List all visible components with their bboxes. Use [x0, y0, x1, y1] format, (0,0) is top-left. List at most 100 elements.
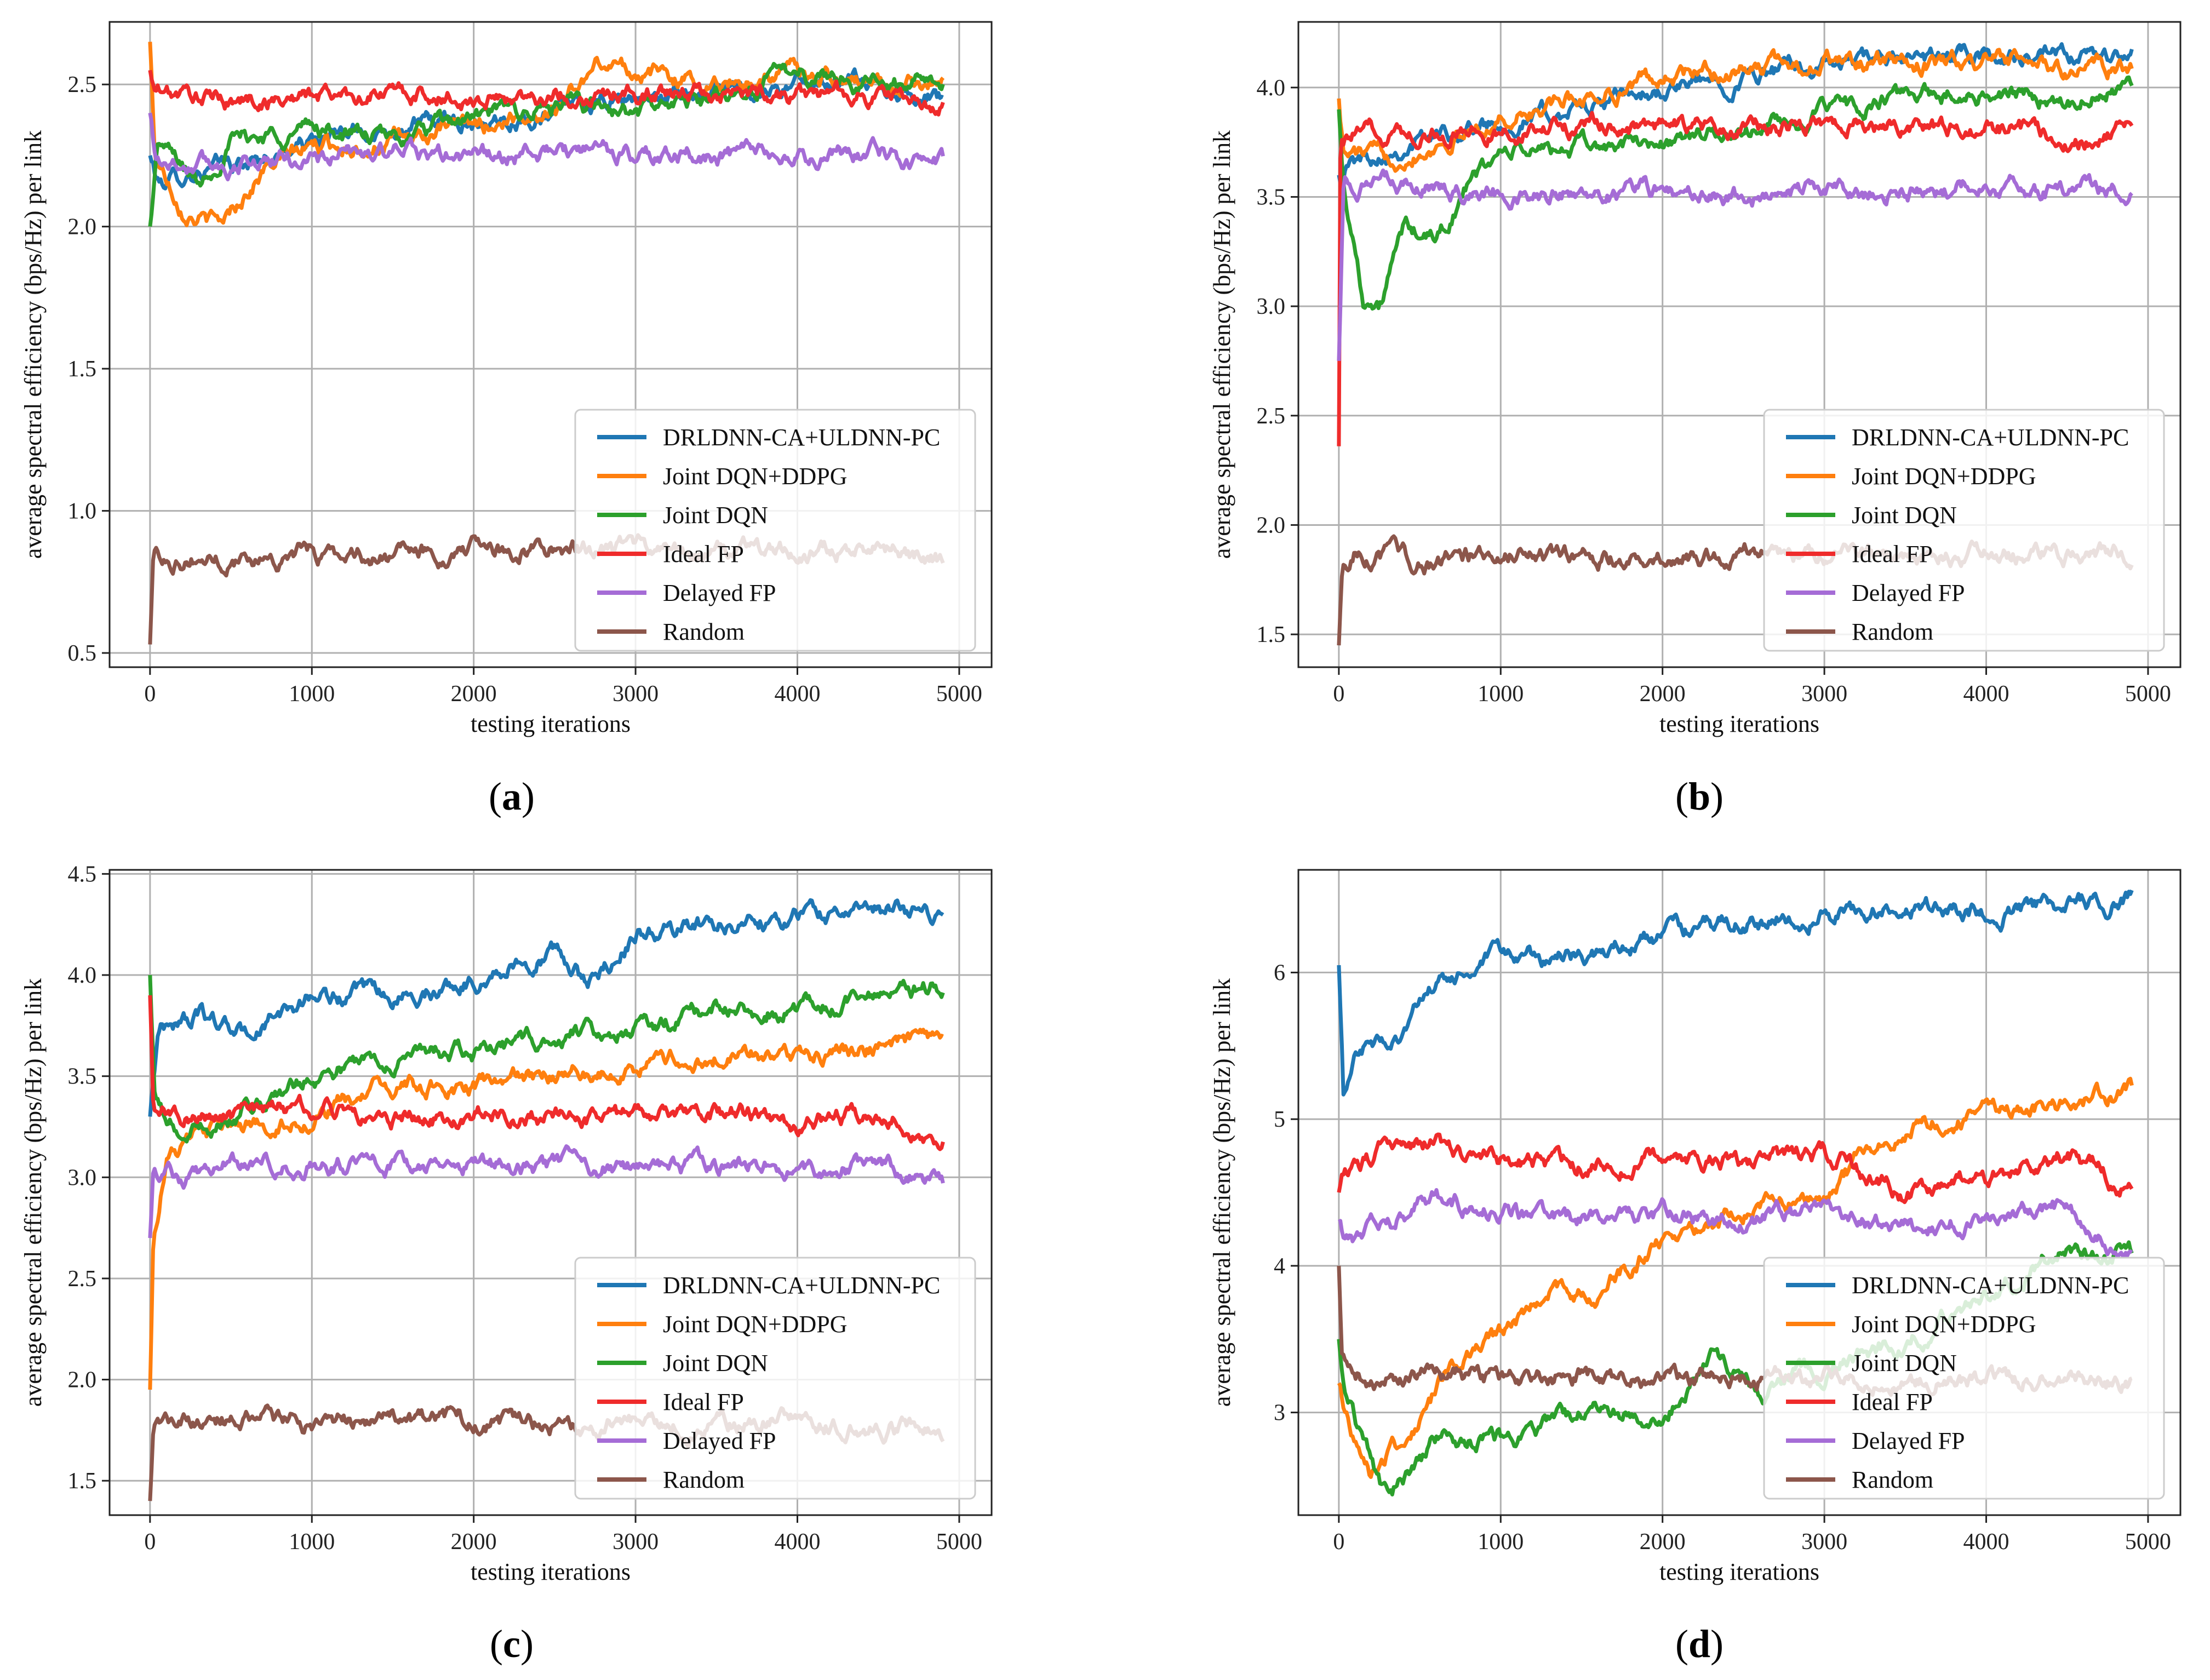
x-axis-title: testing iterations: [471, 710, 631, 737]
legend-label: Random: [663, 1466, 745, 1493]
chart-panel-b: 0 1000 2000 3000 4000 5000 1.5 2.0 2.5 3.0 3.5 4.0 t…: [1209, 21, 2182, 818]
y-tick-label: 1.5: [1257, 622, 1286, 647]
series-line-ideal-fp: [1337, 1132, 2134, 1205]
panel-label-part: (: [489, 775, 502, 818]
axes-frame: [108, 869, 993, 1516]
legend-label: Joint DQN+DDPG: [1852, 463, 2036, 490]
x-tick-label: 5000: [936, 1529, 982, 1555]
y-tick-label: 3.0: [1257, 294, 1286, 319]
x-tick-label: 0: [144, 681, 156, 707]
legend-label: DRLDNN-CA+ULDNN-PC: [663, 1272, 940, 1299]
y-tick-label: 1.5: [68, 1469, 97, 1494]
legend-label: Ideal FP: [1852, 541, 1933, 567]
legend-label: DRLDNN-CA+ULDNN-PC: [1852, 1272, 2129, 1299]
legend-label: Ideal FP: [663, 541, 744, 567]
legend: DRLDNN-CA+ULDNN-PC Joint DQN+DDPG Joint DQ…: [574, 409, 976, 652]
panel-label-part: b: [1688, 775, 1710, 818]
series-line-joint-dqn-ddpg: [148, 1028, 944, 1390]
series-line-joint-dqn: [148, 974, 945, 1144]
y-tick-label: 4.0: [68, 963, 97, 988]
y-tick-label: 2.0: [68, 215, 97, 240]
y-tick-label: 4.5: [68, 862, 97, 887]
legend-label: Joint DQN: [663, 502, 768, 529]
y-axis-title: average spectral efficiency (bps/Hz) per…: [20, 130, 47, 559]
x-tick-label: 2000: [1640, 681, 1686, 707]
x-axis-title: testing iterations: [1659, 1558, 1819, 1585]
series-line-delayed-fp: [1338, 1188, 2133, 1258]
legend-label: Delayed FP: [663, 580, 776, 606]
x-tick-label: 5000: [936, 681, 982, 707]
series-line-drldnn-ca-uldnn-pc: [148, 898, 944, 1117]
x-tick-label: 1000: [289, 1529, 335, 1555]
y-tick-label: 1.5: [68, 357, 97, 382]
x-tick-label: 4000: [1963, 1529, 2009, 1555]
series-line-joint-dqn-ddpg: [1337, 48, 2134, 173]
legend-label: Random: [1852, 1466, 1933, 1493]
chart-panel-a: 0 1000 2000 3000 4000 5000 0.5 1.0 1.5 2.0 2.5 test…: [20, 21, 993, 818]
legend-label: Joint DQN: [663, 1350, 768, 1377]
panel-label: (c): [490, 1622, 534, 1666]
legend-box: [574, 1257, 976, 1500]
legend-box: [1763, 1257, 2165, 1500]
legend-box: [1763, 409, 2165, 652]
x-tick-label: 1000: [1478, 1529, 1524, 1555]
y-tick-label: 4: [1274, 1254, 1285, 1279]
panel-label-part: d: [1688, 1622, 1710, 1666]
legend-label: Joint DQN: [1852, 502, 1957, 529]
series-line-joint-dqn-ddpg: [1337, 1076, 2134, 1479]
x-tick-label: 2000: [451, 1529, 497, 1555]
y-tick-label: 6: [1274, 960, 1285, 985]
x-tick-label: 3000: [612, 1529, 659, 1555]
series-line-ideal-fp: [148, 995, 945, 1151]
legend-label: Delayed FP: [663, 1427, 776, 1454]
legend-box: [574, 409, 976, 652]
panel-label-part: (: [1675, 775, 1688, 818]
legend-label: Joint DQN: [1852, 1350, 1957, 1377]
y-tick-label: 1.0: [68, 499, 97, 524]
legend-label: Delayed FP: [1852, 1427, 1965, 1454]
legend-label: Random: [663, 618, 745, 645]
chart-panel-d: 0 1000 2000 3000 4000 5000 3 4 5 6 testing iterati…: [1209, 869, 2182, 1666]
x-tick-label: 5000: [2125, 681, 2171, 707]
legend: DRLDNN-CA+ULDNN-PC Joint DQN+DDPG Joint DQ…: [1763, 409, 2165, 652]
panel-label-part: ): [1710, 1622, 1724, 1666]
y-tick-label: 3.5: [68, 1064, 97, 1090]
y-tick-label: 3.5: [1257, 185, 1286, 210]
panel-label-part: c: [503, 1622, 520, 1666]
series-line-delayed-fp: [148, 112, 945, 182]
y-tick-label: 2.0: [1257, 513, 1286, 538]
x-axis-title: testing iterations: [471, 1558, 631, 1585]
series-line-joint-dqn-ddpg: [148, 42, 945, 227]
y-tick-label: 4.0: [1257, 76, 1286, 101]
panel-label-part: ): [520, 1622, 534, 1666]
legend-label: Delayed FP: [1852, 580, 1965, 606]
y-axis-title: average spectral efficiency (bps/Hz) per…: [1209, 978, 1235, 1407]
axes-frame: [1297, 869, 2182, 1516]
y-axis-title: average spectral efficiency (bps/Hz) per…: [20, 978, 47, 1407]
x-tick-label: 3000: [1801, 1529, 1847, 1555]
x-tick-label: 1000: [1478, 681, 1524, 707]
y-tick-label: 2.5: [68, 1266, 97, 1292]
panel-label: (a): [489, 775, 535, 818]
series-line-joint-dqn: [148, 62, 945, 227]
legend-label: Joint DQN+DDPG: [1852, 1311, 2036, 1338]
y-tick-label: 2.5: [1257, 404, 1286, 429]
legend-label: Random: [1852, 618, 1933, 645]
chart-panel-c: 0 1000 2000 3000 4000 5000 1.5 2.0 2.5 3.0 3.5 4.0 4…: [20, 862, 993, 1666]
x-tick-label: 1000: [289, 681, 335, 707]
legend-label: Ideal FP: [663, 1389, 744, 1415]
series-line-drldnn-ca-uldnn-pc: [1337, 42, 2134, 185]
y-tick-label: 0.5: [68, 641, 97, 666]
x-tick-label: 0: [1333, 1529, 1344, 1555]
legend-label: Joint DQN+DDPG: [663, 463, 848, 490]
panel-label-part: (: [490, 1622, 503, 1666]
panel-label: (b): [1675, 775, 1724, 818]
series-line-delayed-fp: [1337, 168, 2133, 361]
series-line-drldnn-ca-uldnn-pc: [1337, 889, 2134, 1097]
x-tick-label: 4000: [775, 1529, 821, 1555]
series-line-delayed-fp: [148, 1144, 945, 1239]
axes-frame: [1297, 21, 2182, 668]
legend: DRLDNN-CA+ULDNN-PC Joint DQN+DDPG Joint DQ…: [574, 1257, 976, 1500]
y-axis-title: average spectral efficiency (bps/Hz) per…: [1209, 130, 1235, 559]
